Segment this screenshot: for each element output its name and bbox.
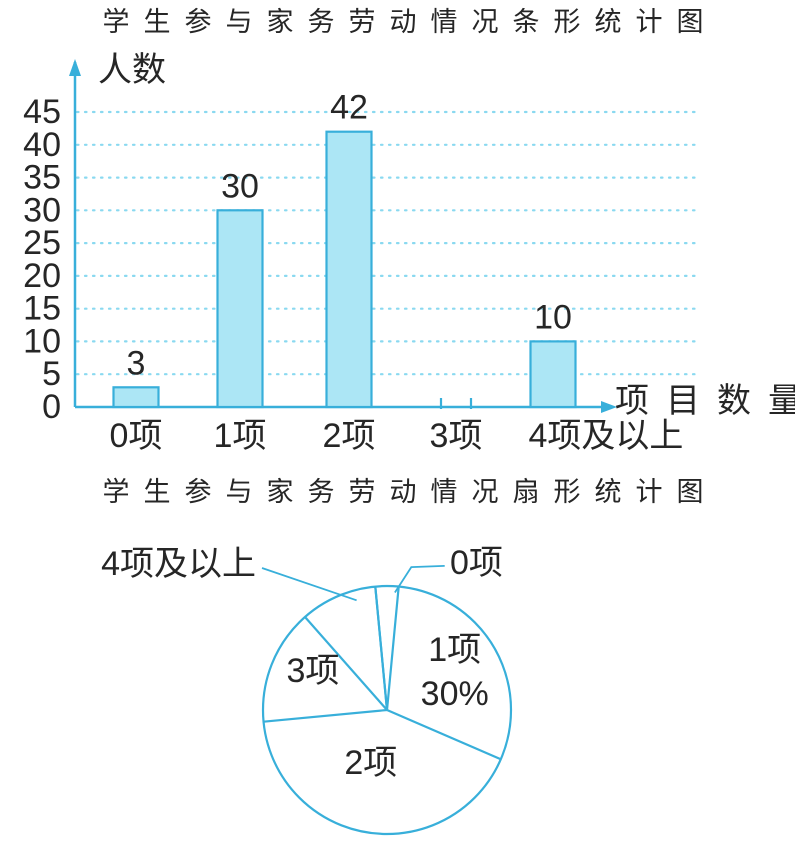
svg-text:3项: 3项 [430,417,483,455]
svg-text:0项: 0项 [110,417,163,455]
svg-text:项目数量: 项目数量 [615,382,795,420]
svg-text:10: 10 [534,298,572,336]
svg-text:45: 45 [23,93,61,131]
svg-text:1项: 1项 [214,417,267,455]
svg-text:3项: 3项 [286,652,339,690]
svg-text:30: 30 [23,191,61,229]
svg-text:人数: 人数 [98,51,166,89]
svg-text:0: 0 [42,388,61,426]
svg-text:40: 40 [23,126,61,164]
svg-text:20: 20 [23,257,61,295]
svg-text:5: 5 [42,355,61,393]
svg-text:10: 10 [23,322,61,360]
svg-text:30%: 30% [421,675,489,713]
svg-text:3: 3 [127,344,146,382]
svg-text:15: 15 [23,290,61,328]
svg-text:4项及以上: 4项及以上 [529,417,684,455]
svg-text:2项: 2项 [344,744,397,782]
svg-text:学生参与家务劳动情况扇形统计图: 学生参与家务劳动情况扇形统计图 [103,477,718,507]
svg-text:42: 42 [330,89,368,127]
svg-text:1项: 1项 [428,631,481,669]
svg-text:25: 25 [23,224,61,262]
svg-text:学生参与家务劳动情况条形统计图: 学生参与家务劳动情况条形统计图 [103,7,718,37]
svg-text:4项及以上: 4项及以上 [101,545,256,583]
svg-text:2项: 2项 [323,417,376,455]
svg-text:35: 35 [23,159,61,197]
svg-text:30: 30 [221,167,259,205]
svg-text:0项: 0项 [450,544,503,582]
